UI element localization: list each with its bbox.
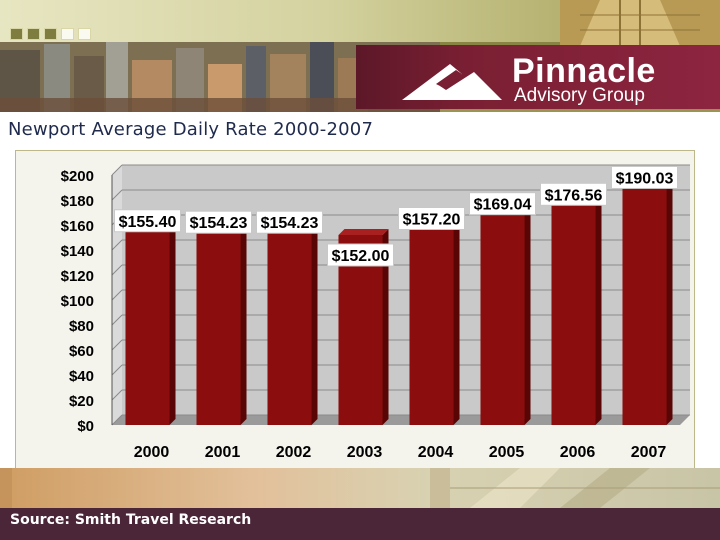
- data-label: $154.23: [190, 215, 248, 232]
- y-tick-label: $200: [61, 168, 94, 185]
- bar-side: [311, 226, 318, 425]
- y-tick-label: $100: [61, 293, 94, 310]
- bar-side: [240, 226, 247, 425]
- data-label-box: [540, 182, 607, 206]
- bar: [125, 230, 170, 425]
- y-tick-label: $140: [61, 243, 94, 260]
- data-label: $176.56: [545, 187, 603, 204]
- data-label: $152.00: [332, 248, 390, 265]
- y-tick-label: $180: [61, 193, 94, 210]
- bar: [480, 213, 525, 425]
- bar-side: [666, 181, 673, 425]
- gridline-diag: [111, 364, 123, 376]
- mountain-logo-icon: [402, 64, 502, 100]
- bar: [409, 228, 454, 425]
- gridline-diag: [111, 414, 123, 426]
- bar-top: [338, 229, 389, 235]
- x-tick-label: 2000: [134, 444, 170, 461]
- plot-floor: [112, 415, 690, 425]
- brand-name: Pinnacle: [512, 52, 656, 90]
- gridline-diag: [111, 389, 123, 401]
- gridline-diag: [111, 264, 123, 276]
- x-tick-label: 2002: [276, 444, 312, 461]
- data-label-box: [327, 243, 394, 267]
- bar-side: [595, 198, 602, 425]
- bar: [622, 187, 667, 425]
- bar: [267, 232, 312, 425]
- y-tick-label: $40: [69, 368, 94, 385]
- footer-image: [0, 468, 720, 508]
- gridline-diag: [111, 339, 123, 351]
- chart-frame: $0 $20 $40 $60 $80 $100 $120 $140 $160 $180 $200 20…: [15, 150, 695, 470]
- data-label: $157.20: [403, 212, 461, 229]
- gridline-diag: [111, 314, 123, 326]
- gridline-diag: [111, 164, 123, 176]
- page-title: Newport Average Daily Rate 2000-2007: [8, 119, 374, 140]
- x-tick-label: 2001: [205, 444, 241, 461]
- x-tick-label: 2007: [631, 444, 667, 461]
- y-tick-label: $160: [61, 218, 94, 235]
- footer-bar: [0, 508, 720, 540]
- tower-image: [560, 0, 720, 46]
- bar: [338, 235, 383, 425]
- x-tick-label: 2005: [489, 444, 525, 461]
- data-label: $169.04: [474, 197, 532, 214]
- bar: [196, 232, 241, 425]
- data-label-box: [256, 210, 323, 234]
- x-tick-label: 2003: [347, 444, 383, 461]
- data-label-box: [469, 192, 536, 216]
- y-tick-label: $120: [61, 268, 94, 285]
- data-label-box: [114, 209, 181, 233]
- gridline-diag: [111, 189, 123, 201]
- bar-side: [169, 224, 176, 425]
- data-label-box: [611, 165, 678, 189]
- bar-side: [382, 229, 389, 425]
- footer-building-art: [0, 468, 720, 508]
- y-tick-label: $0: [77, 418, 94, 435]
- y-tick-label: $20: [69, 393, 94, 410]
- bar-side: [453, 222, 460, 425]
- header-banner: Pinnacle Advisory Group: [0, 0, 720, 112]
- x-tick-label: 2006: [560, 444, 596, 461]
- bar: [551, 204, 596, 425]
- source-note: Source: Smith Travel Research: [10, 512, 252, 528]
- bar-side: [524, 207, 531, 425]
- data-label: $190.03: [616, 170, 674, 187]
- gridline-diag: [111, 289, 123, 301]
- gridline-diag: [111, 239, 123, 251]
- y-tick-label: $60: [69, 343, 94, 360]
- bar-chart: $0 $20 $40 $60 $80 $100 $120 $140 $160 $180 $200 20…: [61, 164, 690, 461]
- data-label-box: [398, 207, 465, 230]
- data-label: $154.23: [261, 215, 319, 232]
- x-tick-label: 2004: [418, 444, 454, 461]
- decorative-squares: [10, 28, 91, 40]
- data-label: $155.40: [119, 214, 177, 231]
- brand-subtitle: Advisory Group: [514, 85, 645, 106]
- data-label-box: [185, 210, 252, 234]
- y-tick-label: $80: [69, 318, 94, 335]
